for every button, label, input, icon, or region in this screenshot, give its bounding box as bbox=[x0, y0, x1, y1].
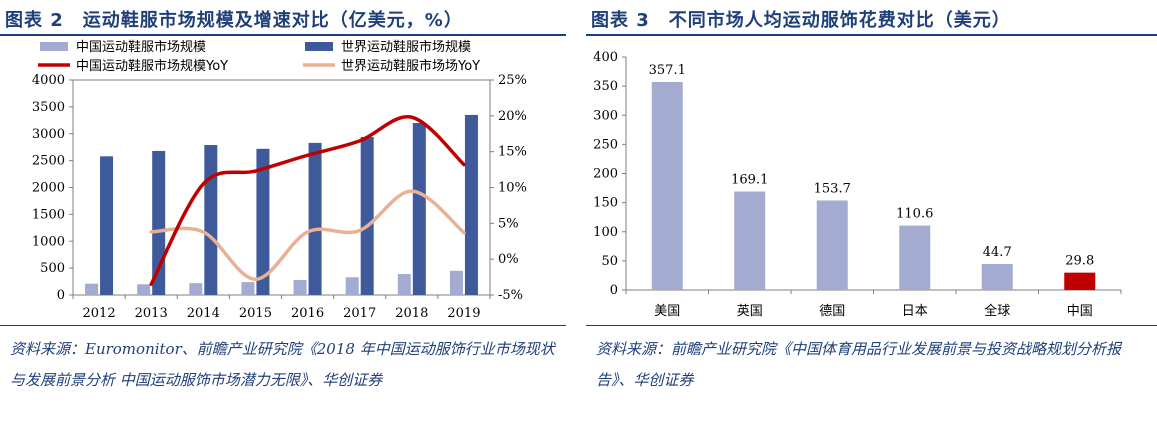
bar-data-label: 169.1 bbox=[731, 172, 768, 187]
figure-3-title: 图表 3 不同市场人均运动服饰花费对比（美元） bbox=[591, 10, 1011, 31]
figure-2-title: 图表 2 运动鞋服市场规模及增速对比（亿美元，%） bbox=[5, 10, 463, 31]
spending-bar bbox=[899, 225, 931, 290]
china-market-size-bar bbox=[85, 283, 99, 295]
right-axis-tick-label: -5% bbox=[498, 288, 523, 303]
legend-world-yoy-label: 世界运动鞋服市场场YoY bbox=[341, 58, 480, 74]
china-market-size-bar bbox=[137, 284, 151, 295]
x-axis-tick-label: 2016 bbox=[291, 306, 324, 321]
legend-china-market-size-label: 中国运动鞋服市场规模 bbox=[76, 39, 206, 55]
y-axis-tick-label: 100 bbox=[593, 225, 618, 240]
left-axis-tick-label: 3000 bbox=[32, 127, 65, 142]
china-market-size-bar bbox=[449, 270, 463, 295]
left-axis-tick-label: 500 bbox=[40, 261, 65, 276]
spending-bar bbox=[1064, 272, 1096, 290]
figure-3-panel: 图表 3 不同市场人均运动服饰花费对比（美元） 0 50 100 150 200 250 3… bbox=[586, 0, 1157, 437]
legend-world-market-size-swatch bbox=[305, 42, 333, 51]
world-market-size-bar bbox=[204, 145, 218, 295]
left-axis-tick-label: 0 bbox=[57, 288, 65, 303]
bar-data-label: 110.6 bbox=[896, 207, 933, 222]
y-axis-tick-label: 350 bbox=[593, 79, 618, 94]
spending-bar bbox=[981, 263, 1013, 290]
figure-3-source: 资料来源：前瞻产业研究院《中国体育用品行业发展前景与投资战略规划分析报告》、华创… bbox=[596, 340, 1122, 389]
left-axis-tick-label: 2500 bbox=[32, 154, 65, 169]
y-axis-tick-label: 50 bbox=[601, 254, 618, 269]
spending-bar bbox=[734, 191, 766, 290]
y-axis-tick-label: 250 bbox=[593, 137, 618, 152]
y-axis-tick-label: 400 bbox=[593, 50, 618, 65]
x-axis-tick-label: 2017 bbox=[343, 306, 376, 321]
china-market-size-bar bbox=[345, 277, 359, 295]
legend-china-market-size-swatch bbox=[40, 42, 68, 51]
x-axis-tick-label: 2018 bbox=[395, 306, 428, 321]
left-axis-tick-label: 1000 bbox=[32, 234, 65, 249]
y-axis-tick-label: 150 bbox=[593, 196, 618, 211]
china-market-size-bar bbox=[397, 274, 411, 295]
left-axis-tick-label: 2000 bbox=[32, 181, 65, 196]
spending-bar bbox=[651, 81, 683, 290]
x-axis-tick-label: 2014 bbox=[187, 306, 220, 321]
y-axis-tick-label: 200 bbox=[593, 167, 618, 182]
world-market-size-bar bbox=[464, 114, 478, 295]
legend-world-market-size-label: 世界运动鞋服市场规模 bbox=[341, 39, 471, 55]
y-axis-tick-label: 0 bbox=[610, 283, 618, 298]
x-axis-tick-label: 2013 bbox=[135, 306, 168, 321]
x-axis-tick-label: 2012 bbox=[83, 306, 116, 321]
right-axis-tick-label: 10% bbox=[498, 181, 527, 196]
x-axis-tick-label: 英国 bbox=[737, 304, 763, 319]
bar-data-label: 44.7 bbox=[983, 245, 1012, 260]
figure-3-chart: 0 50 100 150 200 250 300 350 400 357.1 美国 169.1 英国 15… bbox=[593, 50, 1122, 319]
figure-3-source-rule bbox=[586, 325, 1157, 326]
x-axis-tick-label: 美国 bbox=[654, 304, 680, 319]
right-axis-tick-label: 25% bbox=[498, 73, 527, 88]
x-axis-tick-label: 德国 bbox=[819, 304, 845, 319]
left-axis-tick-label: 4000 bbox=[32, 73, 65, 88]
china-market-size-bar bbox=[293, 279, 307, 295]
world-market-size-bar bbox=[308, 142, 322, 295]
world-market-size-bar bbox=[100, 156, 114, 295]
spending-bar bbox=[816, 200, 848, 290]
legend-china-yoy-label: 中国运动鞋服市场规模YoY bbox=[76, 58, 228, 74]
figure-2-panel: 图表 2 运动鞋服市场规模及增速对比（亿美元，%） 0 500 1000 1500 20… bbox=[0, 0, 566, 437]
left-axis-tick-label: 1500 bbox=[32, 207, 65, 222]
bar-data-label: 153.7 bbox=[814, 181, 851, 196]
world-market-size-bar bbox=[412, 123, 426, 295]
right-axis-tick-label: 15% bbox=[498, 145, 527, 160]
plot-frame bbox=[72, 79, 491, 296]
x-axis-tick-label: 日本 bbox=[902, 304, 928, 319]
world-market-size-bar bbox=[256, 148, 270, 295]
bar-data-label: 357.1 bbox=[649, 63, 686, 78]
figure-2-source: 资料来源：Euromonitor、前瞻产业研究院《2018 年中国运动服饰行业市… bbox=[10, 340, 555, 389]
figure-2-source-rule bbox=[0, 325, 566, 326]
x-axis-tick-label: 中国 bbox=[1067, 304, 1093, 319]
figure-2-title-rule bbox=[0, 34, 566, 36]
china-market-size-bar bbox=[241, 282, 255, 295]
right-axis-tick-label: 20% bbox=[498, 109, 527, 124]
china-market-size-bar bbox=[189, 283, 203, 295]
x-axis-tick-label: 2019 bbox=[447, 306, 480, 321]
world-market-size-bar bbox=[152, 150, 166, 295]
figure-3-title-rule bbox=[586, 34, 1157, 36]
bar-data-label: 29.8 bbox=[1065, 254, 1094, 269]
figure-2-chart: 0 500 1000 1500 2000 2500 3000 3500 4000 -5% 0% 5% 1… bbox=[32, 39, 527, 321]
right-axis-tick-label: 5% bbox=[498, 216, 519, 231]
x-axis-tick-label: 2015 bbox=[239, 306, 272, 321]
y-axis-tick-label: 300 bbox=[593, 108, 618, 123]
left-axis-tick-label: 3500 bbox=[32, 100, 65, 115]
world-market-size-bar bbox=[360, 136, 374, 295]
china-yoy-line bbox=[149, 115, 466, 286]
right-axis-tick-label: 0% bbox=[498, 252, 519, 267]
world-yoy-line bbox=[149, 189, 466, 281]
x-axis-tick-label: 全球 bbox=[984, 303, 1010, 319]
